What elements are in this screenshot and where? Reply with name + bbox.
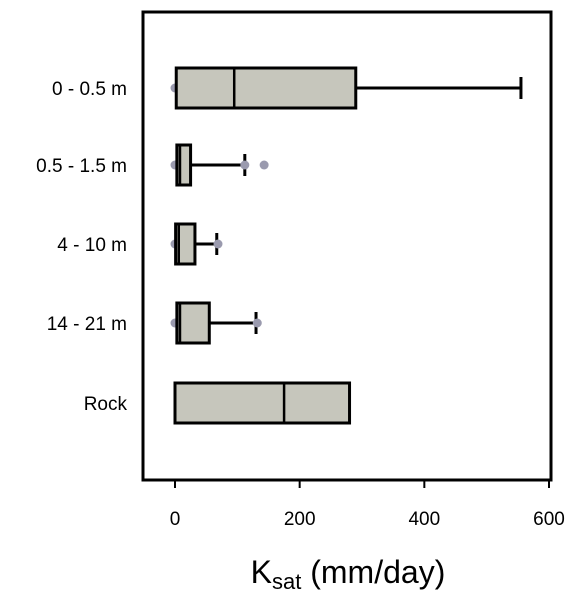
outlier-point bbox=[252, 318, 262, 328]
box-5 bbox=[173, 381, 352, 425]
box-4 bbox=[170, 301, 262, 345]
category-label: 4 - 10 m bbox=[57, 235, 127, 256]
box-iqr bbox=[174, 222, 197, 266]
outlier-point bbox=[259, 160, 269, 170]
x-axis-title-rest: (mm/day) bbox=[301, 554, 445, 590]
category-label: Rock bbox=[84, 394, 128, 415]
x-tick-label: 600 bbox=[533, 509, 565, 530]
category-label: 14 - 21 m bbox=[47, 314, 127, 335]
category-label: 0.5 - 1.5 m bbox=[36, 156, 127, 177]
outlier-point bbox=[240, 160, 250, 170]
x-axis-title-main: K bbox=[251, 554, 272, 590]
box-2 bbox=[170, 143, 269, 187]
outlier-point bbox=[213, 239, 223, 249]
box-1 bbox=[170, 66, 523, 110]
x-tick-label: 0 bbox=[170, 509, 181, 530]
box-iqr bbox=[173, 381, 352, 425]
box-iqr bbox=[174, 66, 358, 110]
x-tick-label: 400 bbox=[408, 509, 440, 530]
box-iqr bbox=[175, 301, 211, 345]
plot-layer bbox=[141, 10, 553, 488]
category-label: 0 - 0.5 m bbox=[52, 79, 127, 100]
box-3 bbox=[170, 222, 223, 266]
x-axis-title-subscript: sat bbox=[272, 569, 301, 594]
x-axis-title: Ksat (mm/day) bbox=[251, 554, 446, 594]
label-layer: 0 200 400 600 0 - 0.5 m 0.5 - 1.5 m 4 - 10 m 14… bbox=[36, 79, 565, 530]
x-tick-label: 200 bbox=[284, 509, 316, 530]
